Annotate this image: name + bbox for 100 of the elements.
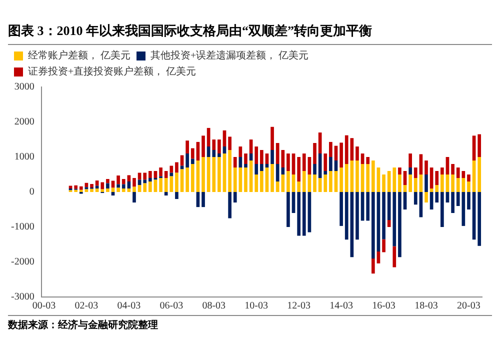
bar: [472, 136, 476, 160]
bar: [286, 171, 290, 192]
bar: [196, 160, 200, 192]
bar: [202, 157, 205, 192]
bar: [218, 157, 221, 192]
bar: [233, 192, 237, 202]
x-tick-label: 04-03: [117, 300, 141, 312]
bar: [313, 164, 316, 174]
bar: [238, 168, 242, 192]
bar: [233, 157, 237, 168]
bar: [222, 154, 226, 192]
y-tick-label: -2000: [10, 256, 34, 268]
bar: [265, 154, 269, 164]
bar: [478, 134, 482, 157]
bar: [297, 182, 301, 192]
bar: [106, 188, 110, 192]
bar: [127, 175, 131, 182]
bar: [228, 150, 232, 192]
bar: [244, 164, 248, 168]
bar: [148, 182, 152, 192]
bar: [148, 178, 152, 182]
bar: [270, 164, 274, 192]
bar: [446, 192, 450, 202]
bar: [106, 183, 110, 188]
bar: [196, 192, 200, 208]
bar: [175, 192, 178, 199]
y-tick-label: -3000: [10, 292, 34, 303]
bar: [318, 178, 322, 192]
bar: [143, 183, 147, 192]
bar: [233, 168, 237, 192]
bar: [371, 258, 375, 274]
bar: [308, 157, 312, 174]
bar: [244, 154, 248, 164]
bar: [382, 192, 386, 240]
bar: [424, 160, 428, 174]
bar: [424, 174, 428, 192]
bar: [212, 157, 216, 192]
bar: [249, 160, 253, 192]
bar: [371, 192, 375, 258]
bar: [292, 154, 296, 174]
bar: [398, 168, 402, 174]
bar: [424, 192, 428, 202]
bar: [360, 164, 364, 192]
bar: [297, 192, 301, 236]
bar: [218, 154, 221, 157]
bar: [382, 239, 386, 252]
bar: [398, 192, 402, 258]
bar: [148, 171, 152, 178]
bar: [190, 164, 194, 192]
bar: [143, 172, 147, 180]
bar: [435, 185, 439, 192]
bar: [371, 160, 375, 192]
bar: [344, 164, 348, 192]
bar: [360, 154, 364, 164]
bar: [116, 176, 120, 184]
bar: [356, 160, 359, 192]
bar: [175, 172, 178, 192]
bar: [297, 157, 301, 182]
x-tick-label: 16-03: [372, 300, 396, 312]
y-tick-label: 1000: [14, 152, 34, 163]
bar: [132, 178, 136, 187]
bar: [212, 140, 216, 150]
bar: [350, 160, 354, 192]
bar: [180, 155, 184, 166]
bar: [206, 157, 210, 192]
bar: [382, 174, 386, 192]
bar: [170, 172, 174, 176]
x-tick-label: 02-03: [74, 300, 98, 312]
bar: [308, 174, 312, 192]
bar: [414, 192, 418, 205]
bar: [302, 171, 306, 192]
x-tick-label: 12-03: [287, 300, 310, 312]
bar: [430, 192, 434, 210]
bar: [408, 154, 412, 168]
bar: [159, 168, 162, 176]
x-tick-label: 18-03: [414, 300, 438, 312]
bar: [403, 192, 407, 210]
bar: [334, 171, 338, 192]
bar: [190, 148, 194, 159]
bar: [122, 184, 126, 188]
bar: [467, 174, 470, 182]
bar: [435, 171, 439, 185]
x-tick-label: 08-03: [202, 300, 226, 312]
bar: [408, 168, 412, 174]
bar: [419, 154, 423, 174]
bar: [90, 188, 94, 192]
bar: [202, 136, 205, 157]
bar: [186, 140, 190, 154]
bar: [340, 142, 343, 168]
bar: [244, 168, 248, 192]
bar: [116, 188, 120, 192]
bar: [164, 192, 168, 196]
bar: [478, 192, 482, 246]
bar: [238, 146, 242, 157]
bar: [451, 164, 454, 174]
bar: [228, 192, 232, 218]
bar: [387, 220, 391, 227]
bar: [254, 174, 258, 192]
bar: [212, 150, 216, 157]
bar: [249, 140, 253, 154]
